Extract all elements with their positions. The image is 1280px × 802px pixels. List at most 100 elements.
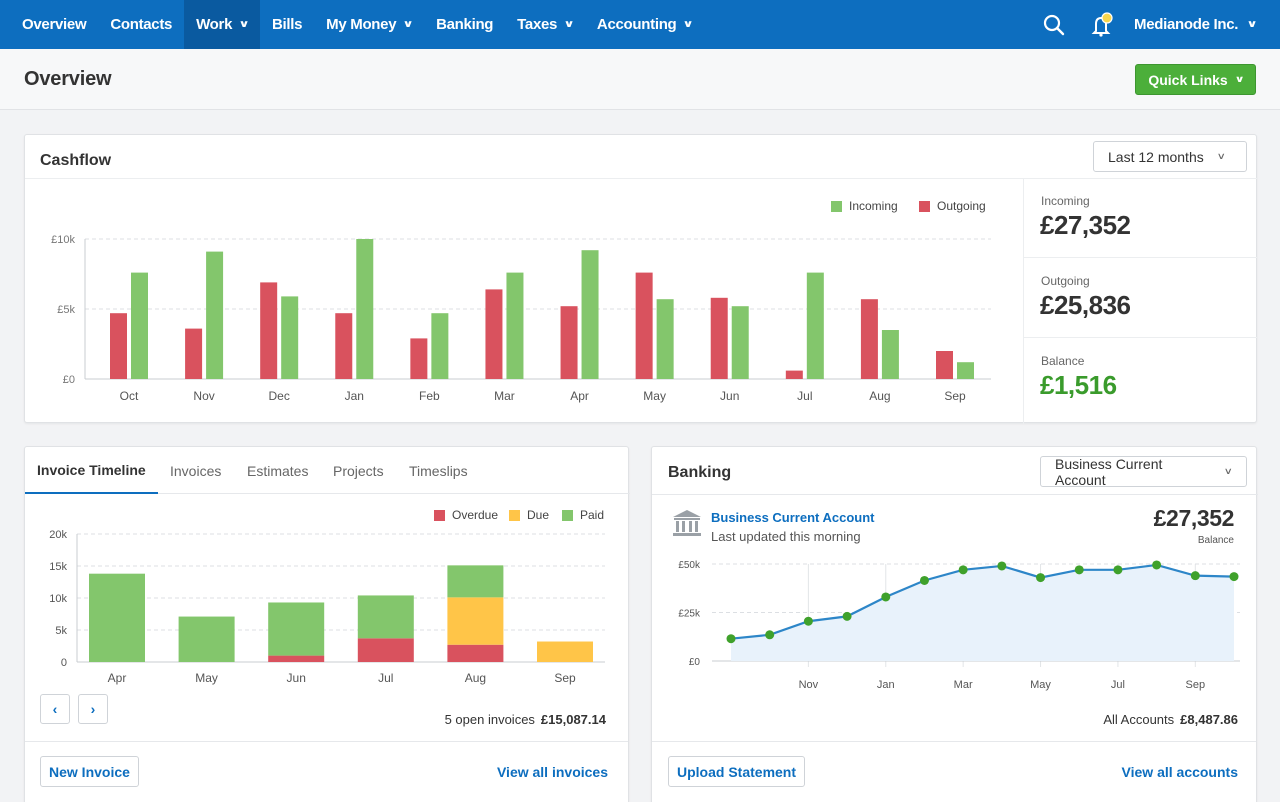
data-point [1113, 565, 1123, 575]
legend-label: Overdue [452, 508, 499, 522]
legend-swatch [509, 509, 520, 521]
nav-item-contacts[interactable]: Contacts [98, 0, 184, 49]
next-button[interactable]: › [78, 694, 108, 724]
company-menu[interactable]: Medianode Inc. ∨ [1126, 16, 1280, 33]
cashflow-period-select[interactable]: Last 12 months ∨ [1093, 141, 1247, 172]
account-select-value: Business Current Account [1055, 455, 1163, 488]
chevron-down-icon: ∨ [563, 19, 575, 30]
nav-item-taxes[interactable]: Taxes ∨ [505, 0, 585, 49]
bar-outgoing [785, 370, 803, 379]
account-updated: Last updated this morning [711, 529, 861, 544]
bar-incoming [356, 239, 374, 379]
y-tick-label: £25k [678, 609, 701, 620]
new-invoice-label: New Invoice [49, 763, 130, 780]
tab-invoices[interactable]: Invoices [170, 447, 221, 494]
page-title: Overview [24, 68, 112, 90]
legend-overdue: Overdue [434, 508, 498, 522]
legend-paid: Paid [562, 508, 604, 522]
bar-paid [357, 595, 414, 639]
x-tick-label: Sep [944, 389, 966, 403]
x-tick-label: Nov [799, 679, 819, 691]
data-point [958, 565, 968, 575]
bar-incoming [206, 251, 224, 379]
nav-item-label: Bills [271, 16, 303, 33]
new-invoice-button[interactable]: New Invoice [40, 756, 139, 787]
account-select[interactable]: Business Current Account ∨ [1040, 455, 1247, 488]
y-tick-label: 0 [61, 657, 67, 669]
bar-incoming [506, 272, 524, 379]
upload-statement-button[interactable]: Upload Statement [668, 756, 806, 787]
x-tick-label: May [1030, 679, 1051, 691]
y-tick-label: £50k [678, 560, 701, 571]
nav-item-banking[interactable]: Banking [424, 0, 505, 49]
nav-item-label: Accounting [596, 16, 677, 33]
bank-chart: £0 £25k £50k Nov Jan Mar May Jul Sep [678, 560, 1240, 691]
legend-outgoing: Outgoing [919, 199, 986, 213]
x-tick-label: Jul [378, 671, 393, 685]
x-tick-label: Aug [869, 389, 890, 403]
chevron-down-icon: ∨ [682, 19, 694, 30]
tab-invoice-timeline[interactable]: Invoice Timeline [25, 447, 158, 494]
bar-outgoing [485, 289, 503, 379]
bar-incoming [281, 296, 299, 379]
prev-button[interactable]: ‹ [40, 694, 70, 724]
x-tick-label: Jan [345, 389, 364, 403]
y-tick-label: £0 [689, 657, 701, 668]
x-tick-label: Sep [1186, 679, 1206, 691]
invoices-panel: Invoice Timeline Invoices Estimates Proj… [24, 446, 630, 802]
divider [25, 178, 1258, 179]
bell-icon[interactable] [1078, 0, 1126, 49]
account-name-link[interactable]: Business Current Account [711, 510, 875, 525]
view-all-invoices-link[interactable]: View all invoices [496, 764, 608, 780]
bar-incoming [731, 306, 749, 379]
nav-item-label: Banking [436, 16, 494, 33]
nav-right: Medianode Inc. ∨ [1030, 0, 1280, 49]
chevron-down-icon: ∨ [1224, 466, 1234, 476]
x-tick-label: Mar [954, 679, 973, 691]
nav-item-overview[interactable]: Overview [10, 0, 98, 49]
divider [652, 741, 1256, 742]
data-point [919, 575, 929, 585]
y-tick-label: 20k [49, 529, 67, 541]
bar-outgoing [335, 313, 353, 379]
quick-links-label: Quick Links [1148, 71, 1228, 88]
x-tick-label: Dec [269, 389, 290, 403]
tab-projects[interactable]: Projects [333, 447, 384, 494]
tab-timeslips[interactable]: Timeslips [409, 447, 468, 494]
bar-paid [447, 565, 504, 598]
bar-overdue [357, 638, 414, 662]
legend-label: Due [527, 508, 550, 522]
bar-outgoing [936, 351, 953, 379]
x-tick-label: May [195, 671, 218, 685]
account-balance: £27,352 [1153, 505, 1235, 531]
open-invoices-text: 5 open invoices [444, 712, 535, 727]
outgoing-stat: Outgoing £25,836 [1024, 258, 1258, 338]
x-tick-label: Apr [108, 671, 127, 685]
nav-item-bills[interactable]: Bills [260, 0, 314, 49]
all-accounts-label: All Accounts [1103, 712, 1175, 727]
view-all-accounts-link[interactable]: View all accounts [1121, 764, 1238, 780]
data-point [1074, 565, 1084, 575]
tab-estimates[interactable]: Estimates [247, 447, 308, 494]
bar-incoming [431, 313, 449, 379]
x-tick-label: Jun [287, 671, 306, 685]
y-tick-label: £0 [63, 374, 75, 386]
legend-label: Paid [580, 508, 605, 522]
bar-incoming [581, 250, 599, 379]
bar-paid [268, 602, 325, 656]
y-tick-label: 5k [55, 625, 67, 637]
all-accounts-value: £8,487.86 [1180, 712, 1238, 727]
open-invoices-total: £15,087.14 [540, 712, 606, 727]
nav-item-my-money[interactable]: My Money ∨ [314, 0, 424, 49]
quick-links-button[interactable]: Quick Links ∨ [1135, 64, 1256, 95]
y-tick-label: 10k [49, 593, 67, 605]
nav-item-accounting[interactable]: Accounting ∨ [585, 0, 704, 49]
bar-outgoing [410, 338, 428, 379]
search-icon[interactable] [1030, 0, 1078, 49]
nav-item-work[interactable]: Work ∨ [184, 0, 260, 49]
bar-overdue [268, 655, 325, 662]
legend-label: Incoming [849, 199, 898, 213]
chevron-down-icon: ∨ [1246, 19, 1258, 30]
bar-paid [89, 573, 145, 662]
nav-item-label: Overview [22, 16, 87, 33]
